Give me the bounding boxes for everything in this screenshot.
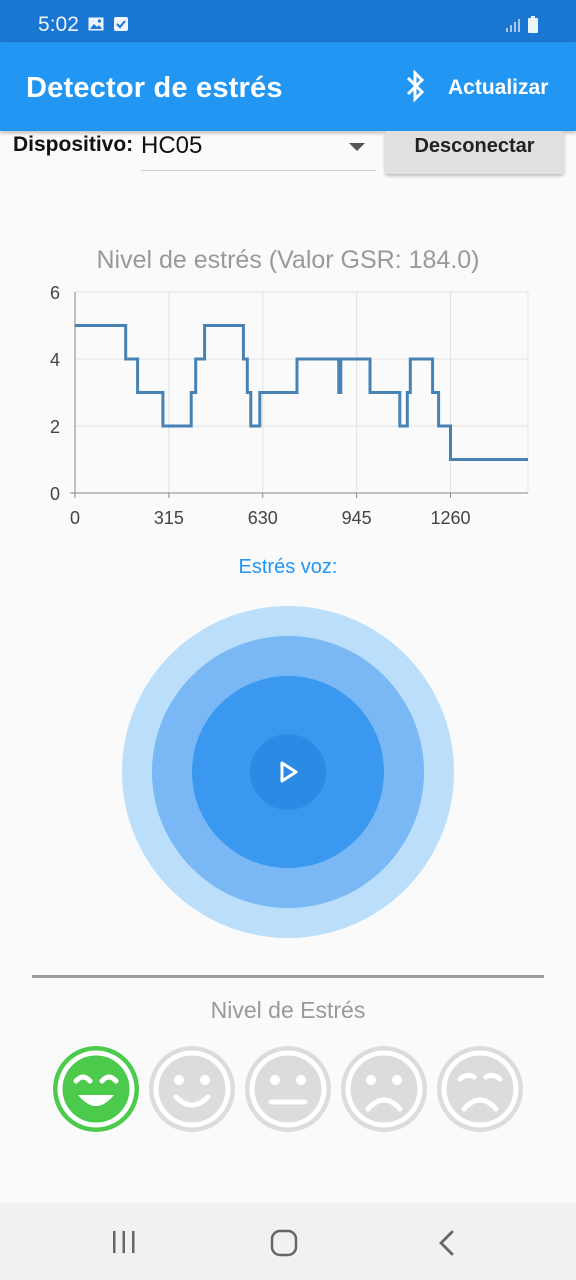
stress-chart: 0 2 4 6 0 315 630 945 1260 bbox=[50, 283, 529, 528]
device-dropdown[interactable]: HC05 bbox=[141, 128, 376, 171]
signal-icon bbox=[506, 19, 520, 32]
x-tick-label: 1260 bbox=[430, 508, 470, 528]
play-icon bbox=[280, 761, 298, 783]
chart-title: Nivel de estrés (Valor GSR: 184.0) bbox=[96, 246, 480, 274]
x-tick-label: 945 bbox=[342, 508, 372, 528]
back-icon[interactable] bbox=[436, 1229, 456, 1257]
sad-face-icon[interactable] bbox=[338, 1043, 430, 1135]
app-title: Detector de estrés bbox=[26, 72, 283, 104]
play-button[interactable] bbox=[250, 734, 326, 810]
dropdown-arrow-icon bbox=[349, 143, 365, 151]
stress-level-title: Nivel de Estrés bbox=[210, 997, 366, 1023]
x-tick-label: 0 bbox=[70, 508, 80, 528]
y-tick-label: 4 bbox=[50, 350, 60, 370]
x-tick-label: 315 bbox=[154, 508, 184, 528]
status-bar: 5:02 bbox=[0, 0, 576, 42]
navigation-bar bbox=[0, 1203, 576, 1280]
bluetooth-icon[interactable] bbox=[402, 68, 428, 104]
smiling-face-icon[interactable] bbox=[146, 1043, 238, 1135]
battery-icon bbox=[528, 16, 538, 33]
refresh-button[interactable]: Actualizar bbox=[448, 76, 549, 99]
x-tick-label: 630 bbox=[248, 508, 278, 528]
app-bar: Detector de estrés Actualizar bbox=[0, 42, 576, 131]
stress-series-line bbox=[75, 324, 528, 461]
home-icon[interactable] bbox=[270, 1229, 298, 1257]
neutral-face-icon[interactable] bbox=[242, 1043, 334, 1135]
y-tick-label: 2 bbox=[50, 417, 60, 437]
voice-stress-label: Estrés voz: bbox=[238, 556, 338, 578]
device-selected-value: HC05 bbox=[141, 132, 203, 159]
disconnect-button[interactable]: Desconectar bbox=[385, 131, 564, 174]
laughing-face-icon[interactable] bbox=[50, 1043, 142, 1135]
y-tick-label: 0 bbox=[50, 484, 60, 504]
image-icon bbox=[88, 17, 104, 31]
checkbox-icon bbox=[114, 17, 128, 31]
very-sad-face-icon[interactable] bbox=[434, 1043, 526, 1135]
divider bbox=[32, 975, 544, 978]
status-time: 5:02 bbox=[38, 13, 79, 36]
y-tick-label: 6 bbox=[50, 283, 60, 303]
device-label: Dispositivo: bbox=[13, 133, 134, 156]
recent-apps-icon[interactable] bbox=[110, 1229, 138, 1255]
